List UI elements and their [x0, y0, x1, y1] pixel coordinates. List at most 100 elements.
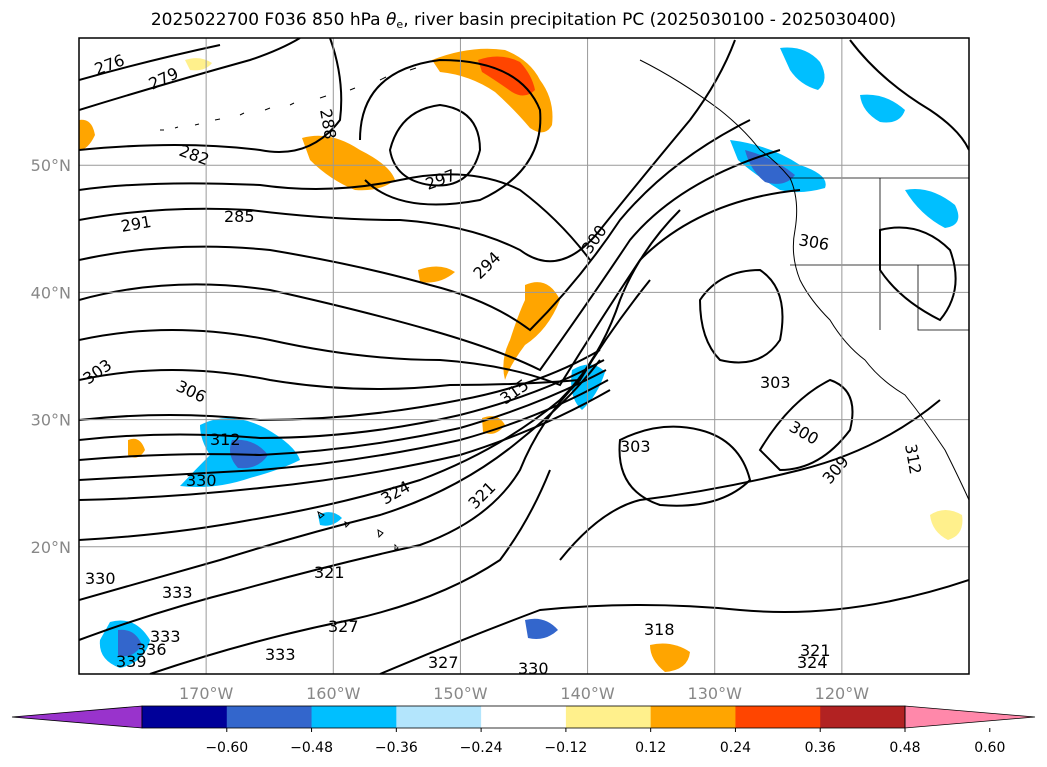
contour-line — [698, 268, 784, 364]
colorbar-segment — [481, 706, 567, 728]
theta-symbol: θ — [386, 10, 397, 30]
colorbar-segment — [650, 706, 736, 728]
north-america-coast — [639, 59, 969, 501]
contour-label-330-west: 330 — [85, 569, 116, 588]
contour-label-318: 318 — [644, 620, 675, 639]
colorbar-frame — [141, 705, 906, 729]
colorbar-tick-label: −0.12 — [544, 740, 587, 756]
lon-tick-label: 130°W — [688, 684, 743, 703]
contour-line — [79, 173, 591, 261]
contour-line — [79, 209, 681, 541]
contour-label-336: 336 — [136, 640, 167, 659]
contour-line — [379, 579, 969, 674]
precip-positive-area — [79, 119, 95, 150]
contour-label-324-east: 324 — [797, 653, 828, 672]
contour-line — [79, 38, 343, 153]
precip-positive-area — [650, 643, 690, 672]
lon-tick-label: 140°W — [560, 684, 615, 703]
contour-line — [618, 425, 752, 507]
precip-positive-area — [418, 266, 455, 283]
title-prefix: 2025022700 F036 850 hPa — [150, 10, 386, 30]
latitude-labels: 50°N 40°N 30°N 20°N — [31, 156, 71, 557]
lat-tick-label: 40°N — [31, 283, 71, 302]
colorbar-extend-high — [904, 705, 1036, 729]
aleutian-islands — [160, 67, 417, 131]
lat-tick-label: 30°N — [31, 411, 71, 430]
map-title: 2025022700 F036 850 hPa θe, river basin … — [0, 10, 1047, 31]
map-background — [79, 38, 969, 674]
contour-line — [149, 469, 551, 674]
colorbar-tick-label: −0.36 — [375, 740, 418, 756]
colorbar-tick-label: −0.24 — [460, 740, 503, 756]
lon-tick-label: 160°W — [306, 684, 361, 703]
contour-label-330-south: 330 — [518, 659, 549, 678]
contour-label-303: 303 — [620, 437, 651, 456]
contour-line — [359, 58, 542, 206]
theta-subscript: e — [396, 18, 404, 31]
contour-line — [79, 39, 736, 263]
lat-tick-label: 50°N — [31, 156, 71, 175]
contour-line — [79, 149, 781, 372]
colorbar-segment — [565, 706, 652, 728]
contour-line — [79, 359, 605, 441]
contour-line — [79, 189, 801, 387]
colorbar: −0.60 −0.48 −0.36 −0.24 −0.12 0.12 0.24 0.36 0.4… — [11, 705, 1036, 756]
lon-tick-label: 120°W — [815, 684, 870, 703]
contour-label-312-west: 312 — [210, 430, 241, 449]
hawaii-islands — [317, 511, 399, 551]
contour-label-333-b: 333 — [150, 627, 181, 646]
precip-negative-area — [525, 618, 558, 639]
colorbar-segment — [311, 706, 397, 728]
contour-label-333: 333 — [162, 583, 193, 602]
contour-line — [79, 359, 601, 601]
precip-light-positive-area — [930, 510, 963, 540]
contour-label-339: 339 — [116, 652, 147, 671]
longitude-labels: 170°W 160°W 150°W 140°W 130°W 120°W — [179, 684, 869, 703]
colorbar-tick-label: −0.60 — [205, 740, 248, 756]
contour-line — [79, 38, 301, 111]
lat-tick-label: 20°N — [31, 538, 71, 557]
precip-positive-area — [302, 135, 395, 191]
contour-line — [79, 379, 609, 481]
contour-label-285: 285 — [224, 207, 255, 226]
precip-negative-area — [905, 189, 959, 228]
contour-label-321-east: 321 — [800, 641, 831, 660]
colorbar-tick-label: 0.36 — [805, 740, 836, 756]
colorbar-segment — [396, 706, 482, 728]
lon-tick-label: 150°W — [433, 684, 488, 703]
colorbar-extend-low — [11, 705, 143, 729]
contour-line — [559, 399, 941, 561]
contour-label-330: 330 — [186, 471, 217, 490]
colorbar-segment — [820, 706, 906, 728]
map-frame — [78, 37, 970, 675]
contour-line — [79, 389, 611, 501]
contour-label-321-south: 321 — [314, 563, 345, 582]
map-grid — [79, 38, 969, 674]
colorbar-tick-label: 0.60 — [974, 740, 1005, 756]
contour-line — [79, 369, 607, 461]
contour-line — [849, 39, 969, 151]
precip-light-positive-area — [185, 58, 212, 71]
contour-label-327-south: 327 — [428, 653, 459, 672]
title-suffix: , river basin precipitation PC (20250301… — [403, 10, 897, 30]
precip-strong-negative-area — [745, 150, 795, 184]
colorbar-tick-label: 0.12 — [635, 740, 666, 756]
contour-label-303-east: 303 — [760, 373, 791, 392]
contour-line — [79, 119, 751, 332]
colorbar-tick-label: 0.48 — [889, 740, 920, 756]
colorbar-tick-label: 0.24 — [720, 740, 751, 756]
contour-line — [388, 103, 482, 187]
contour-line — [79, 349, 601, 422]
precip-positive-area — [503, 282, 560, 380]
contour-label-327: 327 — [328, 617, 359, 636]
precip-negative-area — [780, 47, 825, 90]
contour-line — [758, 378, 854, 472]
colorbar-segment — [142, 706, 228, 728]
colorbar-segment — [226, 706, 313, 728]
contour-label-333-c: 333 — [265, 645, 296, 664]
colorbar-tick-label: −0.48 — [290, 740, 333, 756]
colorbar-segment — [735, 706, 821, 728]
contour-line — [79, 44, 221, 81]
lon-tick-label: 170°W — [179, 684, 234, 703]
precip-strong-negative-area — [118, 629, 142, 657]
